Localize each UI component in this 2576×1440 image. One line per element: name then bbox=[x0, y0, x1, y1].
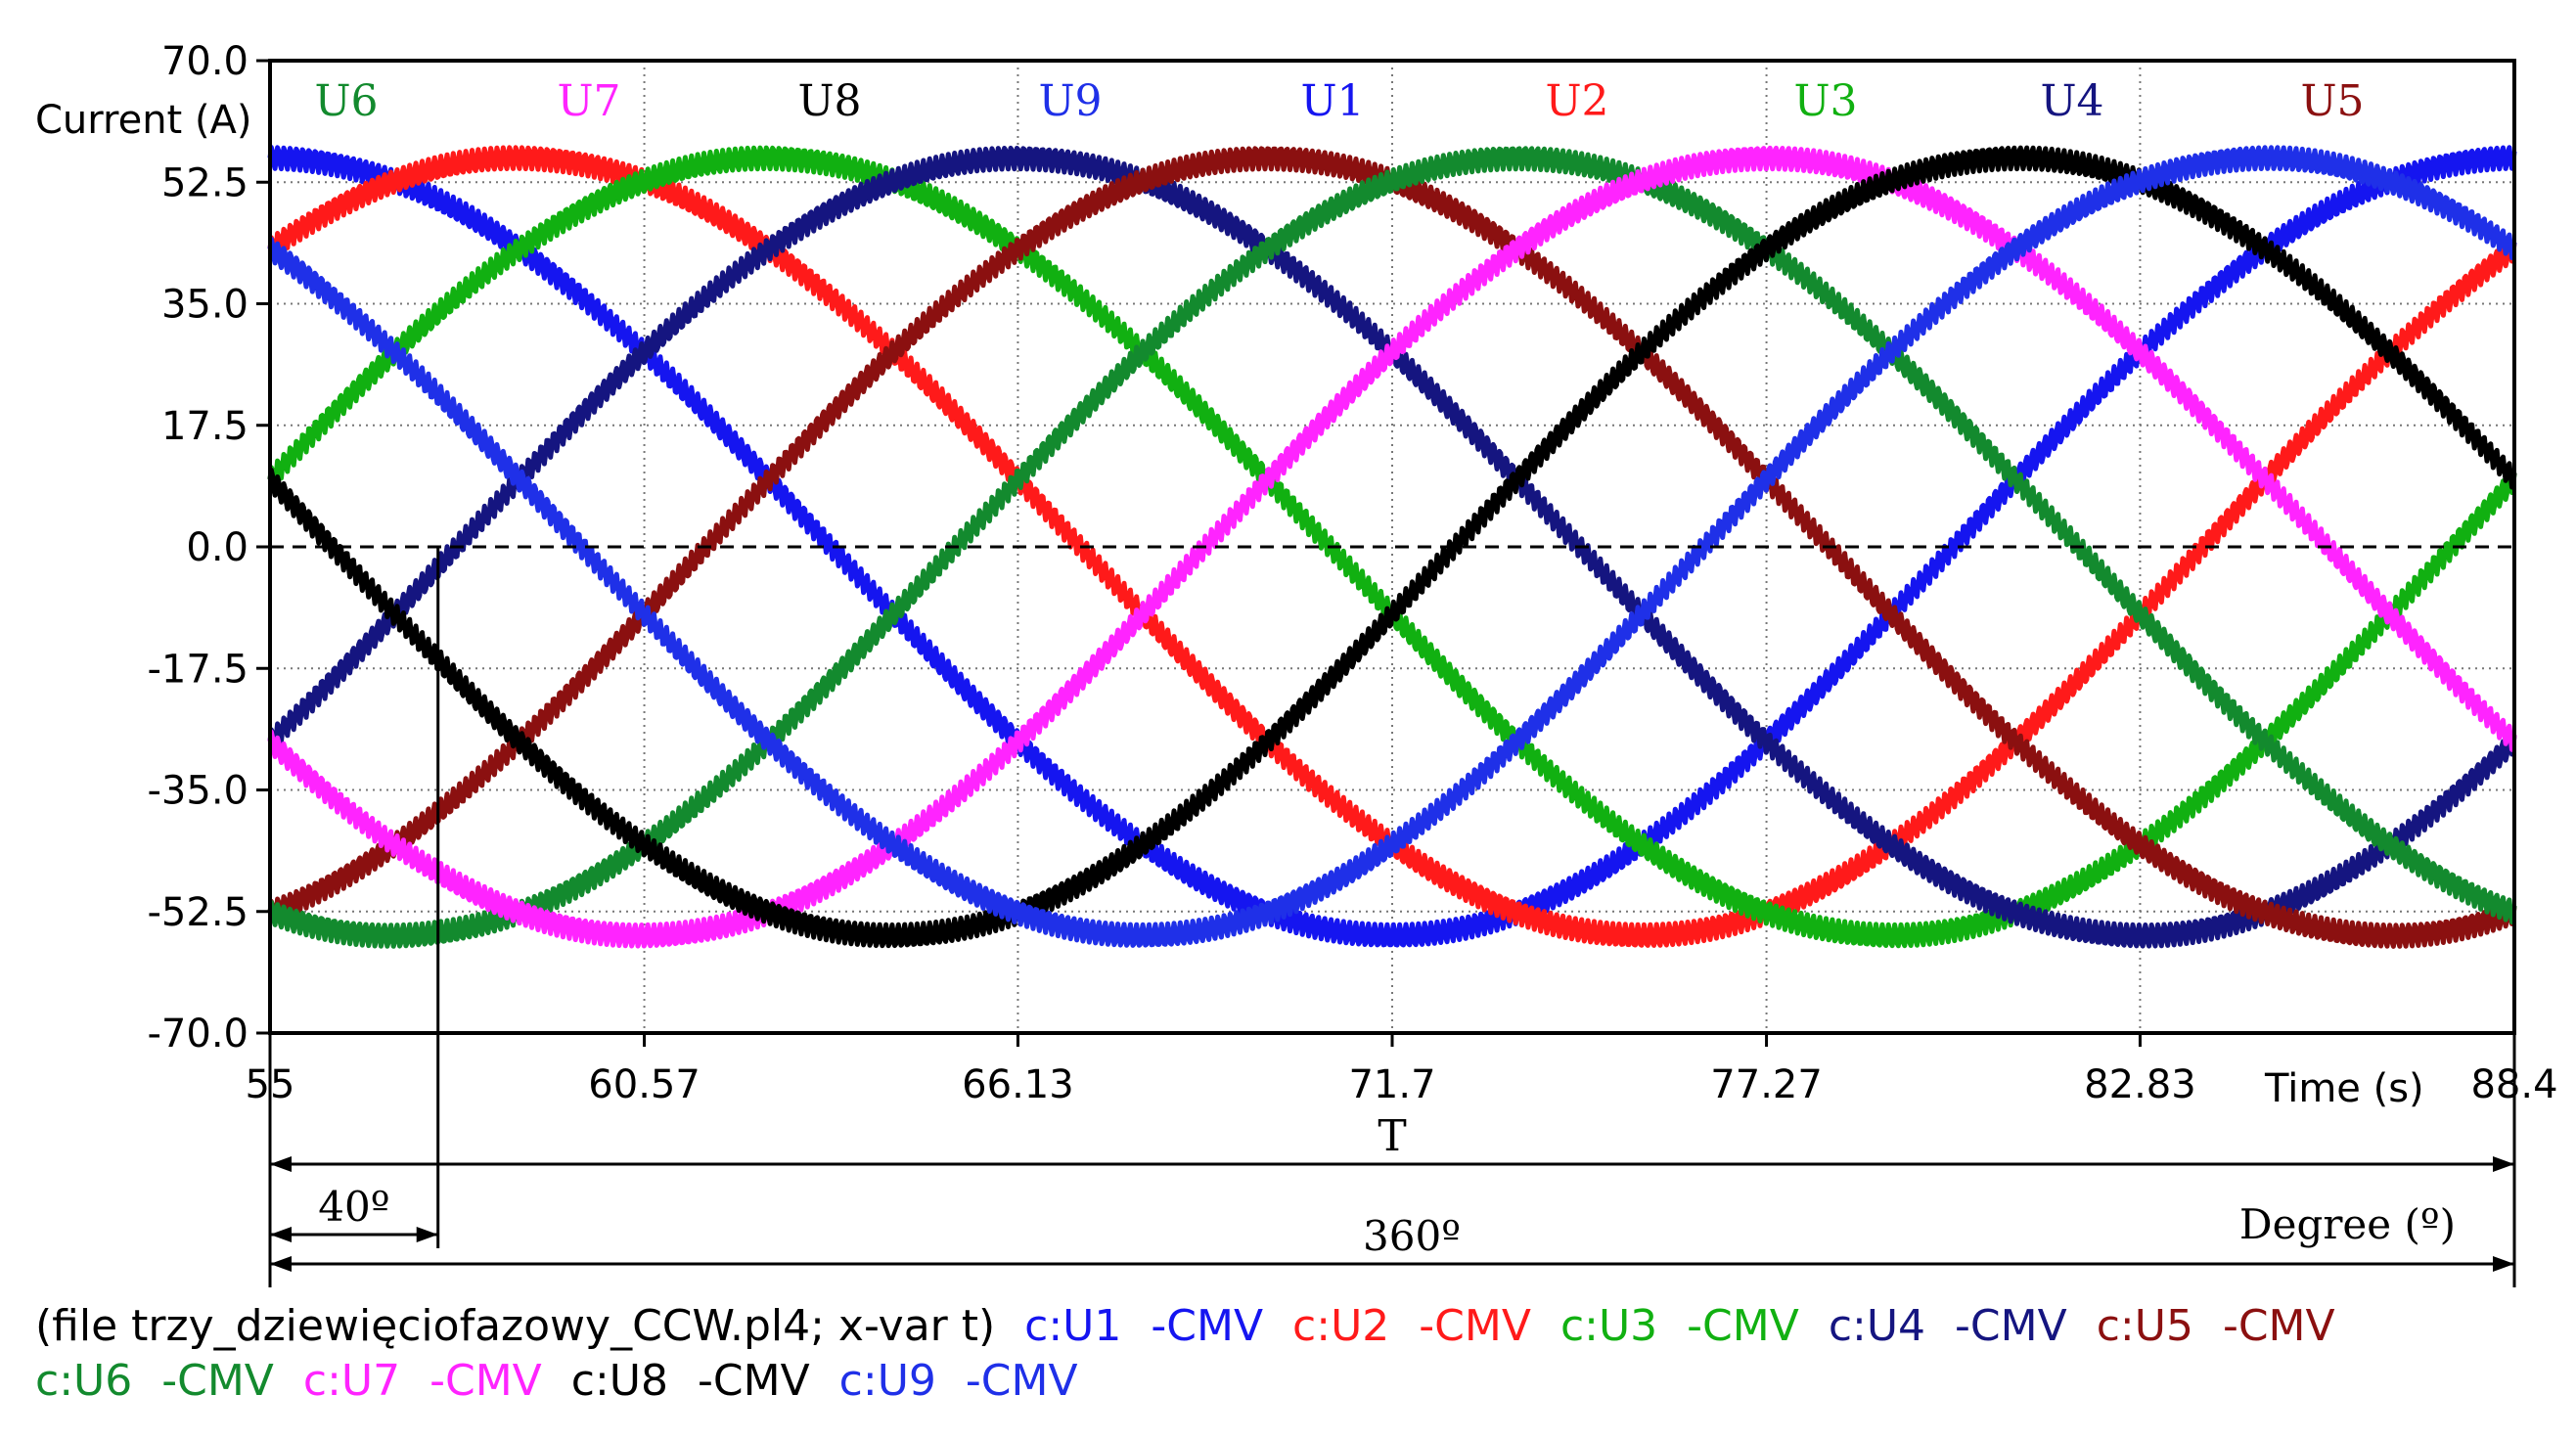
top-label-u4: U4 bbox=[2040, 76, 2103, 126]
series-layer bbox=[267, 145, 2517, 949]
x-tick-label: 71.7 bbox=[1348, 1062, 1435, 1107]
dim-360-arrow-head-left bbox=[270, 1256, 292, 1272]
y-tick-label: -17.5 bbox=[148, 647, 249, 692]
legend-entry: -CMV bbox=[1151, 1301, 1264, 1351]
x-tick-label: 77.27 bbox=[1710, 1062, 1823, 1107]
legend-entry: -CMV bbox=[429, 1356, 542, 1406]
legend-entry: c:U4 bbox=[1828, 1301, 1926, 1351]
x-axis-ticks: 55 60.57 66.13 71.7 77.27 82.83 88.4 bbox=[246, 1033, 2558, 1107]
legend-entry: -CMV bbox=[1955, 1301, 2067, 1351]
x-tick-label: 82.83 bbox=[2084, 1062, 2196, 1107]
top-label-u6: U6 bbox=[314, 76, 378, 126]
period-label: T bbox=[1378, 1111, 1406, 1161]
y-axis-label: Current (A) bbox=[35, 98, 252, 143]
x-tick-label: 66.13 bbox=[962, 1062, 1074, 1107]
legend-entry: -CMV bbox=[965, 1356, 1078, 1406]
top-label-u7: U7 bbox=[557, 76, 620, 126]
y-axis-ticks: 70.0 52.5 35.0 17.5 0.0 -17.5 -35.0 -52.5 -70.0 bbox=[148, 39, 270, 1057]
y-tick-label: 35.0 bbox=[161, 283, 249, 328]
legend-entry: -CMV bbox=[161, 1356, 274, 1406]
legend-entry: c:U6 bbox=[35, 1356, 133, 1406]
dim-360-arrow-head-right bbox=[2493, 1256, 2514, 1272]
series-top-labels: U6 U7 U8 U9 U1 U2 U3 U4 U5 bbox=[314, 76, 2364, 126]
legend-entry: c:U5 bbox=[2096, 1301, 2193, 1351]
annotations: T 40º 360º Degree (º) bbox=[268, 547, 2516, 1287]
y-tick-label: 17.5 bbox=[161, 404, 249, 449]
series-line-u9 bbox=[267, 145, 2517, 948]
legend-entry: -CMV bbox=[1419, 1301, 1531, 1351]
legend-entry: c:U8 bbox=[570, 1356, 668, 1406]
legend-file-text: (file trzy_dziewięciofazowy_CCW.pl4; x-v… bbox=[35, 1301, 996, 1351]
x-tick-label: 60.57 bbox=[588, 1062, 700, 1107]
legend-line-1: (file trzy_dziewięciofazowy_CCW.pl4; x-v… bbox=[35, 1301, 2394, 1351]
top-label-u3: U3 bbox=[1793, 76, 1857, 126]
dim-period-arrow-head-right bbox=[2493, 1156, 2514, 1172]
top-label-u2: U2 bbox=[1545, 76, 1608, 126]
angle-360-label: 360º bbox=[1363, 1212, 1461, 1260]
dim-40-arrow-head-left bbox=[270, 1227, 292, 1242]
legend-entry: c:U9 bbox=[838, 1356, 936, 1406]
y-tick-label: -52.5 bbox=[148, 890, 249, 935]
degree-axis-label: Degree (º) bbox=[2239, 1200, 2456, 1248]
y-tick-label: 70.0 bbox=[161, 39, 249, 84]
top-label-u5: U5 bbox=[2300, 76, 2364, 126]
y-tick-label: -35.0 bbox=[148, 769, 249, 814]
legend-line-2: c:U6 -CMV c:U7 -CMV c:U8 -CMV c:U9 -CMV bbox=[35, 1356, 1137, 1406]
top-label-u9: U9 bbox=[1038, 76, 1102, 126]
legend-entry: c:U2 bbox=[1292, 1301, 1390, 1351]
legend-entry: c:U1 bbox=[1024, 1301, 1122, 1351]
y-tick-label: 0.0 bbox=[186, 525, 249, 570]
legend-entry: c:U7 bbox=[302, 1356, 401, 1406]
top-label-u1: U1 bbox=[1300, 76, 1364, 126]
y-tick-label: -70.0 bbox=[148, 1012, 249, 1057]
y-tick-label: 52.5 bbox=[161, 160, 249, 205]
top-label-u8: U8 bbox=[797, 76, 861, 126]
legend-entry: -CMV bbox=[1687, 1301, 1799, 1351]
legend-entry: -CMV bbox=[2222, 1301, 2335, 1351]
x-axis-label: Time (s) bbox=[2264, 1066, 2424, 1111]
dim-period-arrow-head-left bbox=[270, 1156, 292, 1172]
legend-entry: c:U3 bbox=[1559, 1301, 1658, 1351]
series-line-u7 bbox=[267, 145, 2517, 949]
angle-40-label: 40º bbox=[318, 1183, 389, 1231]
legend-entry: -CMV bbox=[698, 1356, 810, 1406]
dim-40-arrow-head-right bbox=[416, 1227, 438, 1242]
